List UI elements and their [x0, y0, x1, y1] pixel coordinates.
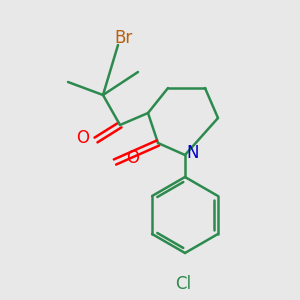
Text: O: O: [76, 129, 89, 147]
Text: Br: Br: [115, 29, 133, 47]
Text: N: N: [187, 144, 199, 162]
Text: O: O: [127, 149, 140, 167]
Text: Cl: Cl: [175, 275, 191, 293]
